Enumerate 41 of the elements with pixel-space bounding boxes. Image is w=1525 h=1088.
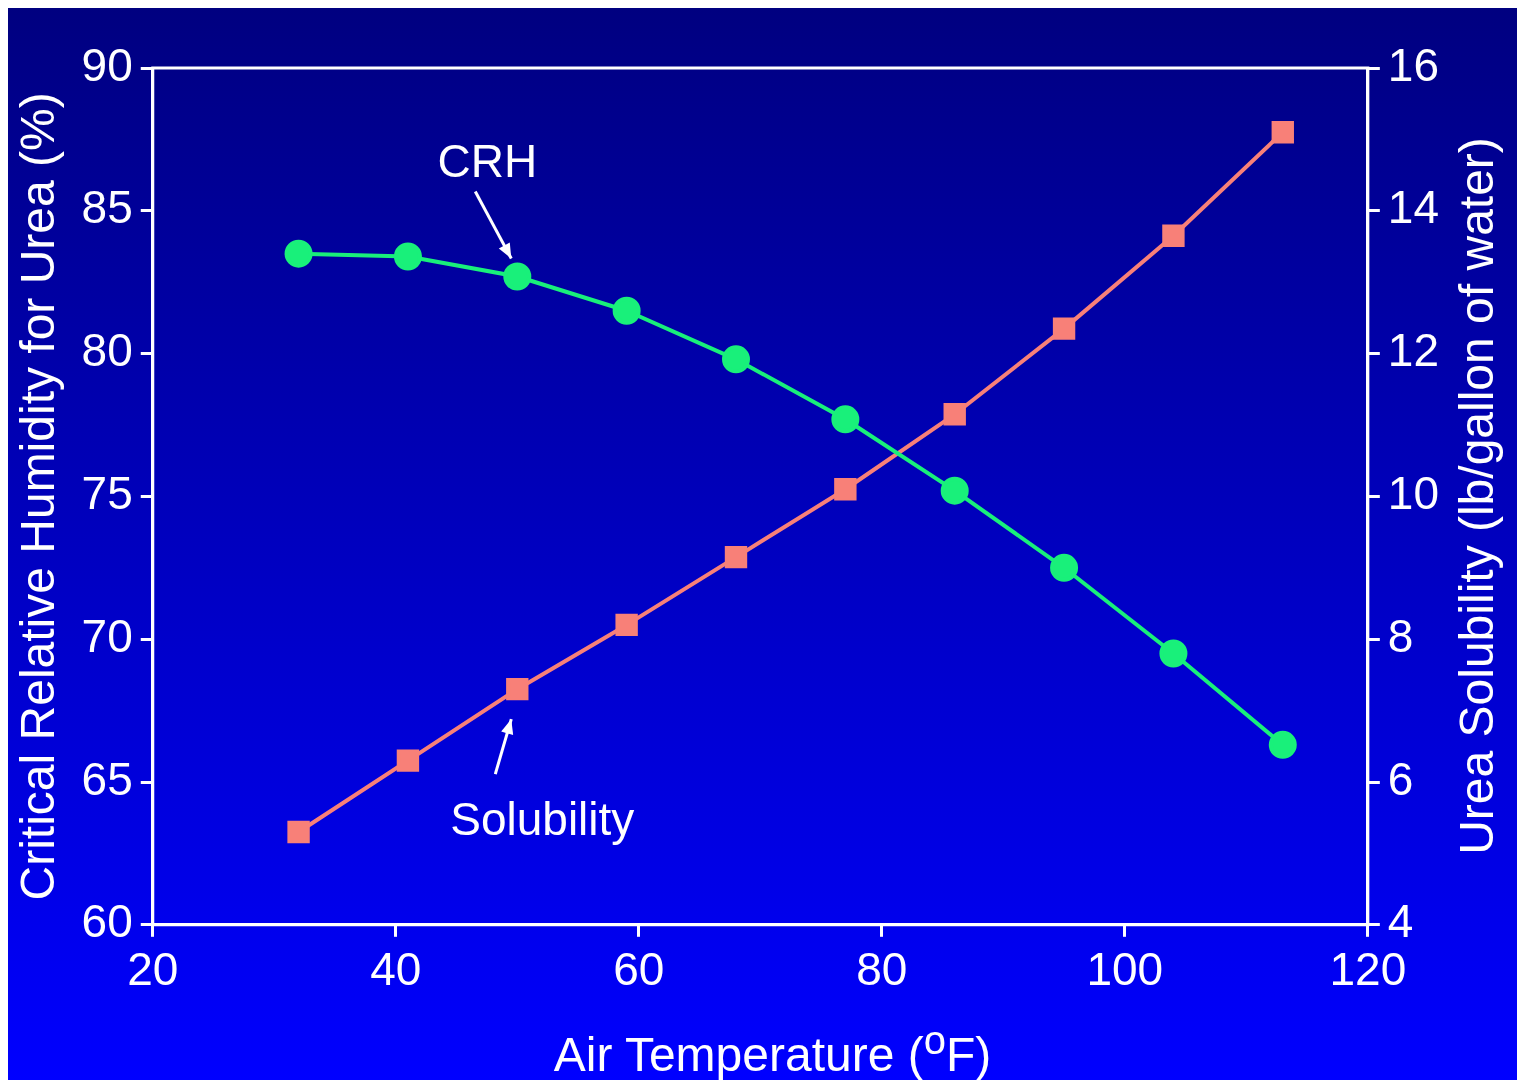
series-label: CRH [437, 135, 538, 188]
y-tick-label: 70 [81, 609, 133, 662]
y-tick-label: 85 [81, 181, 133, 234]
x-axis-title: Air Temperature ($^{o}$F) [552, 1017, 993, 1083]
point [834, 478, 857, 501]
point [1271, 121, 1294, 144]
point [287, 820, 310, 844]
y-tick-label: 90 [81, 38, 133, 91]
y2-tick-label: 12 [1387, 324, 1440, 377]
y2-axis-title: Urea Solubility (lb/gallon of water) [1450, 137, 1503, 856]
x-tick-label: 80 [856, 943, 908, 996]
y-tick-label: 80 [81, 324, 133, 377]
point [284, 239, 313, 268]
point [943, 403, 966, 426]
point [1162, 224, 1185, 247]
series-label: Solubility [450, 793, 635, 846]
point [1159, 639, 1188, 668]
y2-tick-label: 8 [1387, 609, 1414, 662]
y2-tick-label: 10 [1387, 467, 1440, 520]
point [831, 405, 860, 434]
x-tick-label: 40 [370, 943, 422, 996]
y2-tick-label: 14 [1387, 181, 1440, 234]
y-tick-label: 65 [81, 752, 133, 805]
y2-tick-label: 6 [1387, 752, 1414, 805]
point [724, 545, 748, 569]
point [1268, 730, 1297, 759]
point [1052, 317, 1076, 340]
y-tick-label: 75 [81, 467, 133, 520]
point [612, 296, 641, 325]
y2-tick-label: 16 [1387, 38, 1440, 91]
x-tick-label: 60 [613, 943, 665, 996]
point [393, 242, 422, 271]
point [396, 749, 420, 772]
point [940, 476, 969, 505]
point [615, 613, 638, 637]
point [722, 345, 750, 374]
point [506, 677, 529, 701]
point [1050, 553, 1079, 582]
x-tick-label: 100 [1086, 943, 1164, 996]
point [503, 262, 532, 291]
y-axis-title: Critical Relative Humidity for Urea (%) [11, 92, 65, 901]
